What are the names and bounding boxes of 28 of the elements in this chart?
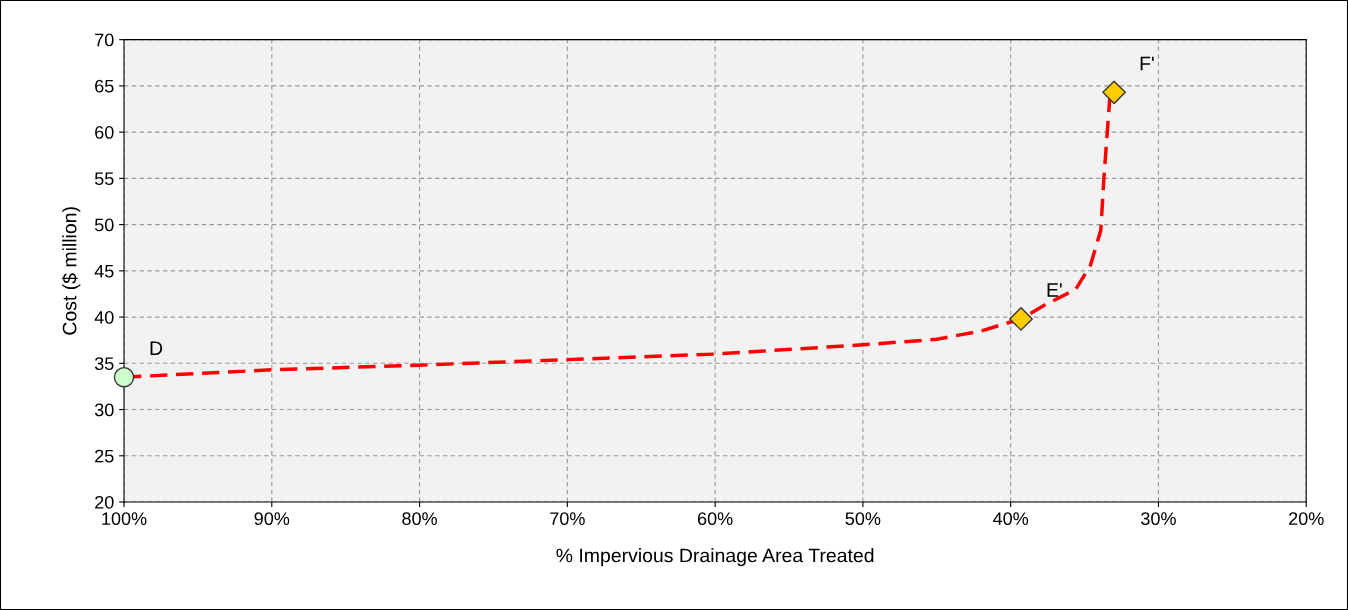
x-tick-label: 100% [102,512,147,526]
annotation: F' [1140,56,1154,71]
point [1009,307,1033,331]
y-tick-label: 35 [94,357,114,371]
x-tick-label: 90% [254,512,290,526]
x-tick-label: 60% [697,512,733,526]
annotation: E' [1047,283,1062,297]
point [113,366,135,388]
y-axis-title: Cost ($ million) [61,207,81,335]
y-tick-label: 20 [95,495,114,509]
x-tick-label: 80% [402,512,437,526]
y-tick-label: 30 [94,403,114,417]
y-tick-label: 45 [94,264,114,278]
point [1102,80,1126,105]
y-tick-label: 70 [95,33,114,47]
x-axis-title: % Impervious Drainage Area Treated [556,548,874,567]
y-tick-label: 50 [94,218,114,232]
x-tick-label: 20% [1289,512,1324,526]
x-tick-label: 40% [993,512,1029,526]
x-tick-label: 50% [845,512,881,526]
y-tick-label: 40 [94,311,114,324]
annotation: D [150,341,163,355]
y-tick-label: 55 [94,172,114,186]
y-tick-label: 60 [95,126,114,139]
y-tick-label: 25 [95,449,114,463]
y-tick-label: 65 [95,79,114,93]
x-tick-label: 70% [550,512,585,526]
x-tick-label: 30% [1141,512,1176,526]
